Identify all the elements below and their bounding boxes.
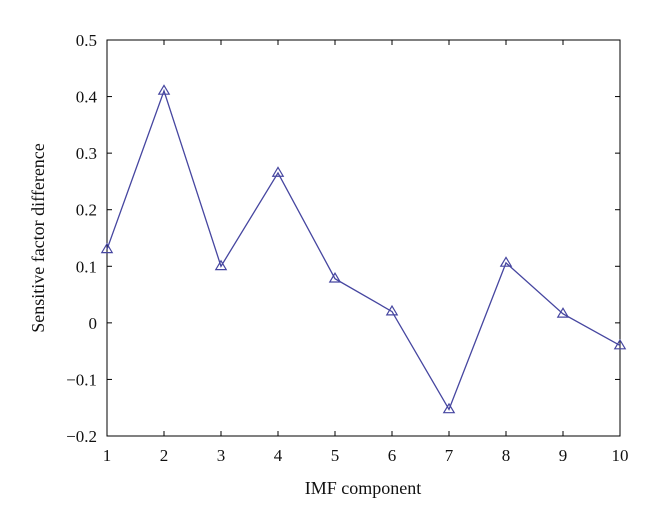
plot-area [106, 39, 621, 437]
axis-ticks: 1 2 3 4 5 6 7 8 9 10 −0.2 −0.1 0 0.1 0.2 0.3 0.4 0.5 [66, 31, 628, 465]
data-point-marker [556, 307, 570, 318]
data-point-marker [214, 259, 228, 271]
x-axis-title: IMF component [305, 478, 422, 498]
x-tick-label: 1 [103, 446, 112, 465]
y-tick-label: 0 [89, 314, 98, 333]
series-line [106, 88, 621, 411]
y-tick-label: 0.4 [76, 88, 98, 107]
x-tick-label: 4 [274, 446, 283, 465]
data-point-marker [385, 304, 399, 316]
x-tick-label: 5 [331, 446, 340, 465]
x-tick-label: 2 [160, 446, 169, 465]
data-point-marker [613, 338, 627, 350]
x-tick-label: 3 [217, 446, 226, 465]
y-tick-label: −0.1 [66, 370, 97, 389]
data-point-marker [328, 272, 342, 283]
y-tick-label: 0.2 [76, 201, 97, 220]
data-series [100, 84, 627, 414]
data-point-marker [157, 84, 171, 95]
data-point-marker [442, 402, 456, 414]
data-point-marker [271, 166, 285, 177]
y-tick-label: −0.2 [66, 427, 97, 446]
x-tick-label: 6 [388, 446, 397, 465]
data-point-marker [499, 256, 513, 267]
x-tick-label: 9 [559, 446, 568, 465]
y-tick-label: 0.3 [76, 144, 97, 163]
y-axis-title: Sensitive factor difference [28, 143, 48, 333]
x-tick-label: 8 [502, 446, 511, 465]
x-tick-label: 10 [612, 446, 629, 465]
x-tick-label: 7 [445, 446, 454, 465]
y-tick-label: 0.1 [76, 257, 97, 276]
y-tick-label: 0.5 [76, 31, 97, 50]
data-point-marker [100, 242, 114, 254]
